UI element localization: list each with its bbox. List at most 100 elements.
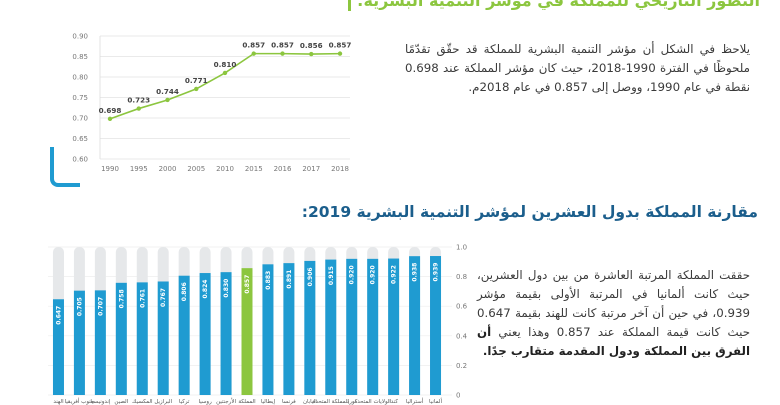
bar-value-label: 0.705 [76, 297, 83, 316]
bar-category-label: الهند [53, 399, 64, 405]
line-y-tick: 0.70 [72, 115, 88, 123]
bar-category-label: كوريا [346, 398, 358, 405]
bar-value-label: 0.830 [223, 279, 230, 298]
bar [367, 258, 379, 395]
line-y-tick: 0.65 [72, 135, 88, 143]
bar-y-tick: 0.6 [456, 303, 468, 311]
bar-y-tick: 0 [456, 392, 460, 400]
line-x-tick: 2015 [245, 165, 263, 173]
bar-value-label: 0.824 [202, 280, 209, 299]
bar-chart: 0 0.2 0.4 0.6 0.8 1.0 0.647 الهند 0.705 جنوب أفري… [48, 244, 468, 405]
bar [409, 256, 421, 395]
bar-category-label: البرازيل [154, 399, 172, 405]
bar [430, 256, 442, 395]
bar-value-label: 0.647 [55, 306, 62, 325]
bar-category-label: جنوب أفريقيا [65, 397, 95, 405]
line-y-tick: 0.90 [72, 33, 88, 41]
line-point [222, 70, 228, 76]
line-value-label: 0.810 [214, 60, 237, 69]
line-y-tick: 0.75 [72, 94, 88, 102]
bar-category-label: المملكة المتحدة [313, 398, 350, 405]
bar-category-label: فرنسا [282, 399, 296, 405]
section-title: مقارنة المملكة بدول العشرين لمؤشر التنمي… [301, 203, 758, 221]
accent-decoration [50, 147, 80, 187]
paragraph-historical: يلاحظ في الشكل أن مؤشر التنمية البشرية ل… [405, 42, 750, 94]
bar [52, 299, 64, 395]
bar-category-label: إندونيسيا [90, 399, 111, 405]
line-value-label: 0.857 [271, 41, 294, 50]
paragraph-comparison-text: حققت المملكة المرتبة العاشرة من بين دول … [477, 268, 750, 339]
bar-value-label: 0.920 [370, 265, 377, 284]
line-x-tick: 2017 [302, 165, 320, 173]
bar [136, 282, 148, 395]
line-point [194, 86, 199, 92]
line-y-tick: 0.60 [72, 156, 88, 164]
bar-value-label: 0.758 [118, 289, 125, 308]
bar [262, 264, 274, 395]
line-chart: 0.60 0.65 0.70 0.75 0.80 0.85 0.90 0.698 1990 0.7… [72, 33, 352, 174]
line-point [337, 51, 343, 56]
bar-value-label: 0.922 [391, 265, 398, 284]
line-point [280, 51, 285, 56]
line-value-label: 0.856 [300, 41, 323, 50]
bar-category-label: ألمانيا [429, 397, 442, 405]
bar-category-label: الولايات المتحدة [354, 399, 391, 405]
bar-value-label: 0.767 [160, 288, 167, 307]
line-value-label: 0.857 [242, 41, 265, 50]
line-value-label: 0.771 [185, 76, 208, 85]
bar-value-label: 0.761 [139, 289, 146, 308]
bar-category-label: أستراليا [406, 397, 424, 405]
bar [388, 258, 400, 395]
line-x-tick: 2018 [331, 165, 349, 173]
line-y-tick: 0.85 [72, 53, 88, 61]
bar [178, 275, 190, 395]
bar-category-label: الصين [114, 399, 128, 405]
bar [220, 272, 232, 395]
bar-value-label: 0.857 [244, 275, 251, 294]
bar-value-label: 0.906 [307, 267, 314, 286]
line-point [309, 51, 314, 57]
bar-category-label: روسيا [198, 399, 212, 405]
line-value-label: 0.857 [329, 41, 352, 50]
line-x-tick: 2005 [187, 165, 205, 173]
line-x-tick: 1990 [101, 165, 119, 173]
line-y-tick: 0.80 [72, 74, 88, 82]
line-x-tick: 2010 [216, 165, 234, 173]
line-point [136, 106, 141, 111]
bar-category-label: اليابان [303, 399, 317, 405]
bar-value-label: 0.883 [265, 271, 272, 290]
bar [325, 259, 337, 395]
bar-category-label: كندا [389, 398, 398, 405]
bar-value-label: 0.920 [349, 265, 356, 284]
bar-value-label: 0.938 [412, 263, 419, 282]
line-value-label: 0.744 [156, 87, 179, 96]
bar-y-tick: 0.2 [456, 362, 467, 370]
bar-y-tick: 0.8 [456, 273, 467, 281]
line-point [107, 116, 113, 122]
bar-category-label: المكسيك [132, 398, 153, 405]
bar-highlighted [241, 268, 253, 395]
line-x-tick: 1995 [130, 165, 148, 173]
bar [199, 273, 211, 395]
bar [304, 260, 316, 395]
line-value-label: 0.723 [127, 96, 150, 105]
bar-value-label: 0.806 [181, 282, 188, 301]
page-title: التطور التاريخي للمملكة في مؤشر التنمية … [348, 0, 760, 11]
bar-category-label: الأرجنتين [216, 397, 236, 405]
paragraph-comparison: حققت المملكة المرتبة العاشرة من بين دول … [477, 266, 750, 361]
line-point [251, 51, 256, 56]
bar-y-tick: 0.4 [456, 332, 468, 340]
bar-value-label: 0.939 [433, 263, 440, 282]
bar-category-label: إيطاليا [261, 399, 276, 405]
line-x-tick: 2016 [274, 165, 292, 173]
bar-value-label: 0.891 [286, 270, 293, 289]
line-value-label: 0.698 [99, 106, 122, 115]
bar [283, 263, 295, 395]
bar [346, 258, 358, 395]
line-x-tick: 2000 [159, 165, 177, 173]
bar [157, 281, 169, 395]
bar-category-label: المملكة [238, 398, 256, 405]
paragraph-comparison-bold: أن الفرق بين المملكة ودول المقدمة متقارب… [477, 325, 750, 358]
bar [115, 282, 127, 395]
bar [94, 290, 106, 395]
